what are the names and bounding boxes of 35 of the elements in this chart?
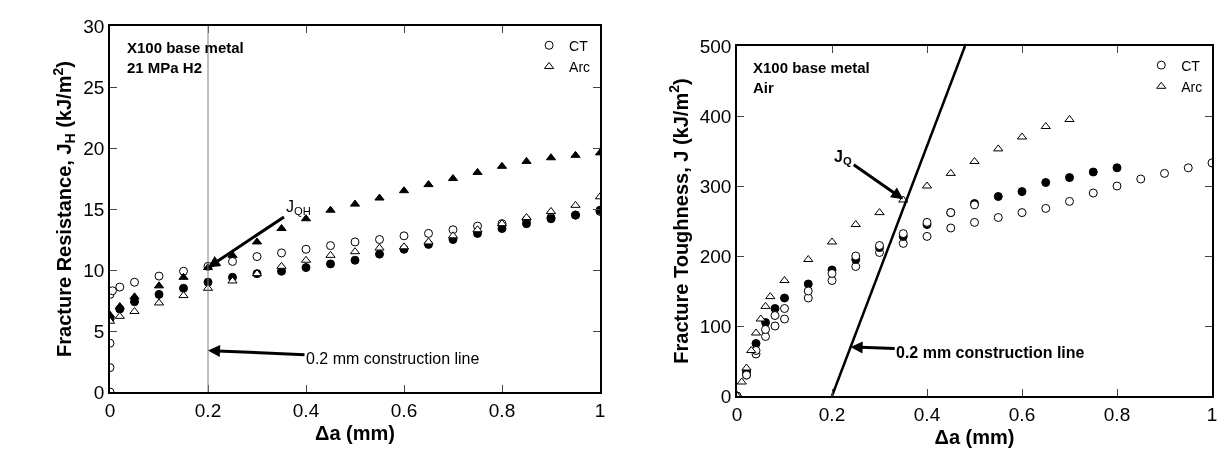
y-tick-label: 100: [699, 315, 732, 337]
y-tick-label: 10: [83, 259, 105, 281]
x-tick-label: 0.2: [194, 399, 222, 421]
x-tick-label: 0.2: [818, 403, 846, 425]
annotation: X100 base metal 21 MPa H2: [127, 39, 244, 76]
annotation: 0.2 mm construction line: [306, 350, 480, 367]
x-tick-label: 1: [594, 399, 606, 421]
annotation: 0.2 mm construction line: [896, 344, 1085, 361]
annotation: X100 base metal Air: [753, 59, 870, 96]
x-tick-label: 1: [1206, 403, 1218, 425]
y-tick-label: 0: [93, 381, 105, 403]
x-axis-title: Δa (mm): [315, 421, 395, 444]
annotation: J$_{Q}$: [834, 148, 852, 168]
y-tick-label: 30: [83, 15, 105, 37]
y-tick-label: 500: [699, 35, 732, 57]
y-tick-label: 300: [699, 175, 732, 197]
x-tick-label: 0.8: [488, 399, 516, 421]
legend-label: CT: [1181, 57, 1201, 74]
y-tick-label: 400: [699, 105, 732, 127]
x-tick-label: 0.4: [913, 403, 941, 425]
y-tick-label: 15: [83, 198, 105, 220]
legend-label: CT: [569, 37, 589, 54]
y-tick-label: 20: [83, 137, 105, 159]
x-tick-label: 0.6: [1008, 403, 1036, 425]
x-tick-label: 0.6: [390, 399, 418, 421]
legend-label: Arc: [1181, 78, 1203, 95]
x-axis-title: Δa (mm): [934, 425, 1015, 448]
x-tick-label: 0.4: [292, 399, 320, 421]
y-tick-label: 5: [93, 320, 105, 342]
legend-label: Arc: [569, 58, 591, 75]
y-tick-label: 25: [83, 76, 105, 98]
y-tick-label: 0: [720, 385, 732, 407]
y-tick-label: 200: [699, 245, 732, 267]
x-tick-label: 0.8: [1103, 403, 1131, 425]
annotation: J$_{QH}$: [286, 198, 311, 218]
